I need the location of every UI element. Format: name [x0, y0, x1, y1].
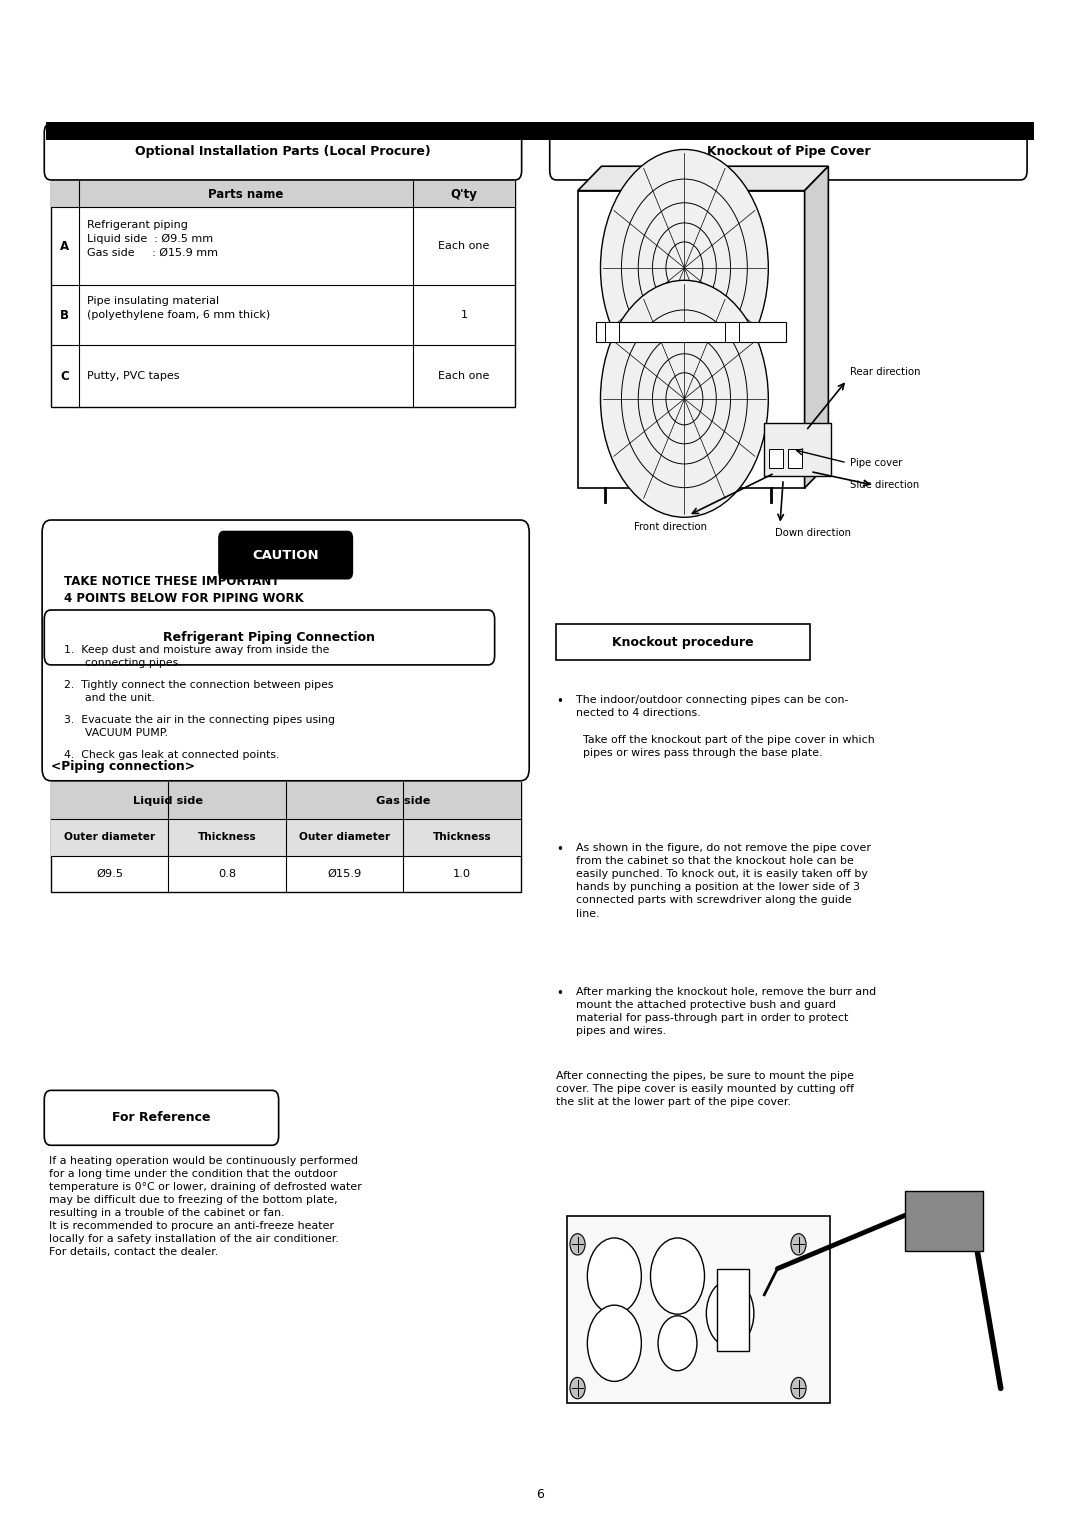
Text: TAKE NOTICE THESE IMPORTANT
4 POINTS BELOW FOR PIPING WORK: TAKE NOTICE THESE IMPORTANT 4 POINTS BEL…	[64, 575, 303, 605]
Text: Q'ty: Q'ty	[450, 188, 477, 201]
Text: Pipe insulating material
(polyethylene foam, 6 mm thick): Pipe insulating material (polyethylene f…	[87, 296, 270, 320]
Text: Liquid side: Liquid side	[133, 796, 203, 805]
Circle shape	[600, 149, 768, 386]
Circle shape	[791, 1234, 806, 1255]
FancyBboxPatch shape	[44, 124, 522, 180]
Text: <Piping connection>: <Piping connection>	[51, 759, 194, 773]
Text: 1.0: 1.0	[453, 869, 471, 878]
Circle shape	[658, 1316, 697, 1371]
Text: 2.  Tightly connect the connection between pipes
      and the unit.: 2. Tightly connect the connection betwee…	[64, 680, 334, 703]
Bar	[51, 819, 521, 856]
Circle shape	[706, 1279, 754, 1347]
Bar	[769, 448, 783, 468]
Text: Ø15.9: Ø15.9	[327, 869, 362, 878]
Bar	[46, 122, 1034, 140]
Bar	[764, 422, 831, 476]
Text: 3.  Evacuate the air in the connecting pipes using
      VACUUM PUMP.: 3. Evacuate the air in the connecting pi…	[64, 715, 335, 738]
Polygon shape	[578, 166, 828, 191]
Text: Optional Installation Parts (Local Procure): Optional Installation Parts (Local Procu…	[135, 145, 431, 159]
Text: Thickness: Thickness	[432, 833, 491, 842]
Polygon shape	[805, 166, 828, 488]
Text: Outer diameter: Outer diameter	[299, 833, 390, 842]
Circle shape	[650, 1238, 704, 1315]
FancyBboxPatch shape	[44, 1090, 279, 1145]
FancyBboxPatch shape	[42, 520, 529, 781]
Text: 1.  Keep dust and moisture away from inside the
      connecting pipes.: 1. Keep dust and moisture away from insi…	[64, 645, 329, 668]
FancyBboxPatch shape	[44, 610, 495, 665]
Text: Pipe cover: Pipe cover	[850, 458, 903, 468]
FancyBboxPatch shape	[550, 124, 1027, 180]
Bar	[567, 1217, 831, 1403]
Text: The indoor/outdoor connecting pipes can be con-
nected to 4 directions.

  Take : The indoor/outdoor connecting pipes can …	[576, 695, 875, 758]
Text: Refrigerant Piping Connection: Refrigerant Piping Connection	[163, 631, 376, 644]
Text: 1: 1	[460, 310, 468, 320]
Circle shape	[570, 1377, 585, 1398]
Text: After connecting the pipes, be sure to mount the pipe
cover. The pipe cover is e: After connecting the pipes, be sure to m…	[556, 1071, 854, 1107]
Text: Knockout of Pipe Cover: Knockout of Pipe Cover	[706, 145, 870, 159]
FancyBboxPatch shape	[218, 531, 353, 580]
Text: CAUTION: CAUTION	[253, 549, 319, 561]
Text: Side direction: Side direction	[850, 480, 919, 490]
Text: As shown in the figure, do not remove the pipe cover
from the cabinet so that th: As shown in the figure, do not remove th…	[576, 843, 870, 918]
Circle shape	[570, 1234, 585, 1255]
Bar	[717, 1269, 748, 1351]
Text: After marking the knockout hole, remove the burr and
mount the attached protecti: After marking the knockout hole, remove …	[576, 987, 876, 1035]
Bar	[596, 322, 786, 342]
Bar	[51, 181, 515, 207]
Text: Thickness: Thickness	[198, 833, 256, 842]
Bar	[605, 322, 619, 342]
Text: Front direction: Front direction	[634, 522, 707, 532]
Text: Knockout procedure: Knockout procedure	[612, 636, 754, 648]
Text: •: •	[556, 695, 563, 709]
Text: For Reference: For Reference	[112, 1112, 211, 1124]
Text: Each one: Each one	[438, 371, 489, 381]
Bar	[726, 322, 739, 342]
Bar	[51, 782, 521, 819]
Text: Putty, PVC tapes: Putty, PVC tapes	[87, 371, 179, 381]
Circle shape	[600, 281, 768, 517]
Text: •: •	[556, 843, 563, 857]
Text: 4.  Check gas leak at connected points.: 4. Check gas leak at connected points.	[64, 750, 279, 761]
Bar	[51, 782, 521, 892]
Text: 6: 6	[536, 1488, 544, 1501]
Circle shape	[588, 1305, 642, 1382]
Text: Down direction: Down direction	[774, 528, 851, 538]
Text: Parts name: Parts name	[208, 188, 283, 201]
Text: Rear direction: Rear direction	[850, 368, 920, 377]
Bar	[787, 448, 801, 468]
Bar	[578, 191, 805, 488]
Text: A: A	[60, 239, 69, 253]
Circle shape	[791, 1377, 806, 1398]
Text: Ø9.5: Ø9.5	[96, 869, 123, 878]
Text: •: •	[556, 987, 563, 1000]
Text: Refrigerant piping
Liquid side  : Ø9.5 mm
Gas side     : Ø15.9 mm: Refrigerant piping Liquid side : Ø9.5 mm…	[87, 220, 218, 258]
Text: Gas side: Gas side	[376, 796, 430, 805]
Text: Outer diameter: Outer diameter	[64, 833, 156, 842]
Text: If a heating operation would be continuously performed
for a long time under the: If a heating operation would be continuo…	[49, 1156, 362, 1257]
Text: 0.8: 0.8	[218, 869, 237, 878]
Text: C: C	[60, 369, 69, 383]
Text: Each one: Each one	[438, 241, 489, 252]
Circle shape	[588, 1238, 642, 1315]
Bar	[905, 1191, 983, 1250]
Bar	[556, 624, 810, 660]
Bar	[51, 181, 515, 407]
Text: B: B	[60, 308, 69, 322]
